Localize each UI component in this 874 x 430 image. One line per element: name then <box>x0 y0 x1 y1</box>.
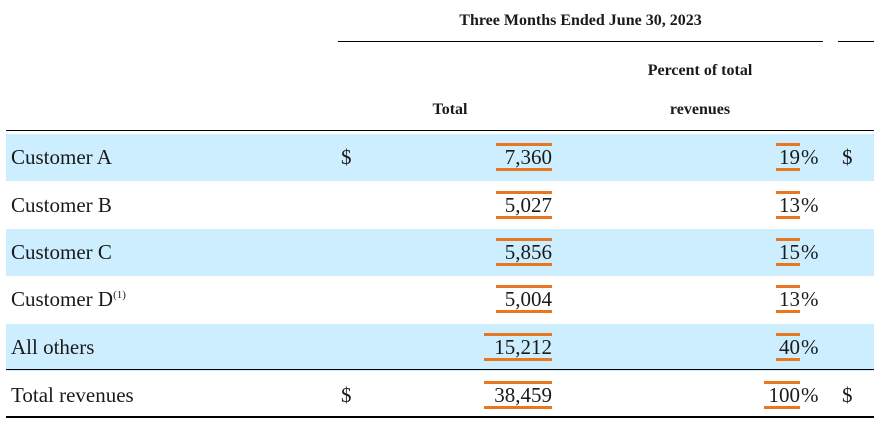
value-highlight-mark <box>496 143 552 146</box>
footnote-marker: (1) <box>113 289 126 301</box>
percent-sign: % <box>801 145 819 169</box>
value-highlight-mark <box>764 381 800 384</box>
percent-sign: % <box>801 193 819 217</box>
row-label-text: Customer A <box>11 145 112 169</box>
total-bottom-rule <box>6 416 874 418</box>
row-label: Customer D(1) <box>11 276 126 327</box>
row-label: Customer B <box>11 182 112 229</box>
table-row: Customer A $7,360 19% $ <box>6 134 874 181</box>
value-highlight-mark <box>776 310 800 313</box>
percent-value: 15 <box>779 240 800 264</box>
total-value: 15,212 <box>494 335 552 359</box>
table-row: Customer D(1) 5,004 13% <box>6 276 874 323</box>
value-highlight-mark <box>776 333 800 336</box>
value-highlight-mark <box>496 191 552 194</box>
row-label: All others <box>11 324 94 371</box>
total-column-header: Total <box>432 101 468 118</box>
total-value: 5,856 <box>504 240 552 264</box>
table-row: Total revenues $38,459 100% $ <box>6 372 874 419</box>
value-highlight-mark <box>776 285 800 288</box>
row-label-text: All others <box>11 335 95 359</box>
value-highlight-mark <box>776 143 800 146</box>
row-label: Customer C <box>11 229 112 276</box>
value-highlight-mark <box>496 168 552 171</box>
percent-sign: % <box>801 335 819 359</box>
value-highlight-mark <box>496 216 552 219</box>
row-label-text: Customer C <box>11 240 112 264</box>
value-highlight-mark <box>776 191 800 194</box>
percent-sign: % <box>801 287 819 311</box>
percent-value: 40 <box>779 335 800 359</box>
currency-symbol: $ <box>341 145 352 169</box>
value-highlight-mark <box>484 381 552 384</box>
table-row: All others 15,212 40% <box>6 324 874 371</box>
value-highlight-mark <box>776 216 800 219</box>
total-value: 7,360 <box>504 145 552 169</box>
total-value: 38,459 <box>494 383 552 407</box>
value-highlight-mark <box>484 358 552 361</box>
currency-symbol-right: $ <box>842 145 853 169</box>
value-highlight-mark <box>764 406 800 409</box>
header-bottom-rule <box>6 130 874 131</box>
percent-sign: % <box>801 240 819 264</box>
period-header-rule <box>338 41 823 42</box>
value-highlight-mark <box>484 406 552 409</box>
value-highlight-mark <box>776 238 800 241</box>
value-highlight-mark <box>776 168 800 171</box>
percent-value: 100 <box>768 383 801 407</box>
value-highlight-mark <box>496 238 552 241</box>
currency-symbol-right: $ <box>842 383 853 407</box>
percent-value: 19 <box>779 145 800 169</box>
percent-column-header-line1: Percent of total <box>647 62 753 79</box>
table-row: Customer C 5,856 15% <box>6 229 874 276</box>
row-label-text: Customer B <box>11 193 112 217</box>
row-label-text: Total revenues <box>11 383 134 407</box>
value-highlight-mark <box>496 263 552 266</box>
period-header: Three Months Ended June 30, 2023 <box>459 12 702 29</box>
value-highlight-mark <box>484 333 552 336</box>
row-label: Customer A <box>11 134 112 181</box>
value-highlight-mark <box>496 310 552 313</box>
value-highlight-mark <box>776 358 800 361</box>
row-label: Total revenues <box>11 372 134 419</box>
value-highlight-mark <box>496 285 552 288</box>
table-row: Customer B 5,027 13% <box>6 182 874 229</box>
currency-symbol: $ <box>341 383 352 407</box>
total-value: 5,027 <box>504 193 552 217</box>
right-header-rule <box>838 41 874 42</box>
percent-value: 13 <box>779 287 800 311</box>
total-top-rule <box>6 369 874 370</box>
total-value: 5,004 <box>504 287 552 311</box>
percent-value: 13 <box>779 193 800 217</box>
row-label-text: Customer D <box>11 287 114 311</box>
percent-column-header-line2: revenues <box>669 101 731 118</box>
value-highlight-mark <box>776 263 800 266</box>
percent-sign: % <box>801 383 819 407</box>
